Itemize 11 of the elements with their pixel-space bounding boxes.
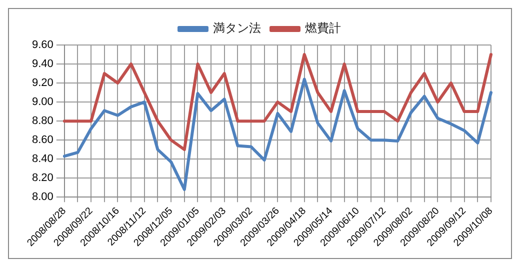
y-tick-label: 8.20 — [32, 172, 54, 184]
y-tick-label: 8.80 — [32, 115, 54, 128]
y-tick-label: 9.20 — [32, 77, 54, 90]
y-tick-label: 9.00 — [32, 96, 54, 108]
y-tick-label: 8.40 — [32, 153, 54, 166]
legend-label: 満タン法 — [213, 21, 261, 36]
y-tick-label: 8.00 — [32, 191, 54, 204]
legend-label: 燃費計 — [305, 21, 341, 36]
y-tick-label: 8.60 — [32, 134, 54, 146]
y-tick-label: 9.40 — [32, 58, 54, 70]
y-tick-label: 9.60 — [32, 39, 54, 52]
